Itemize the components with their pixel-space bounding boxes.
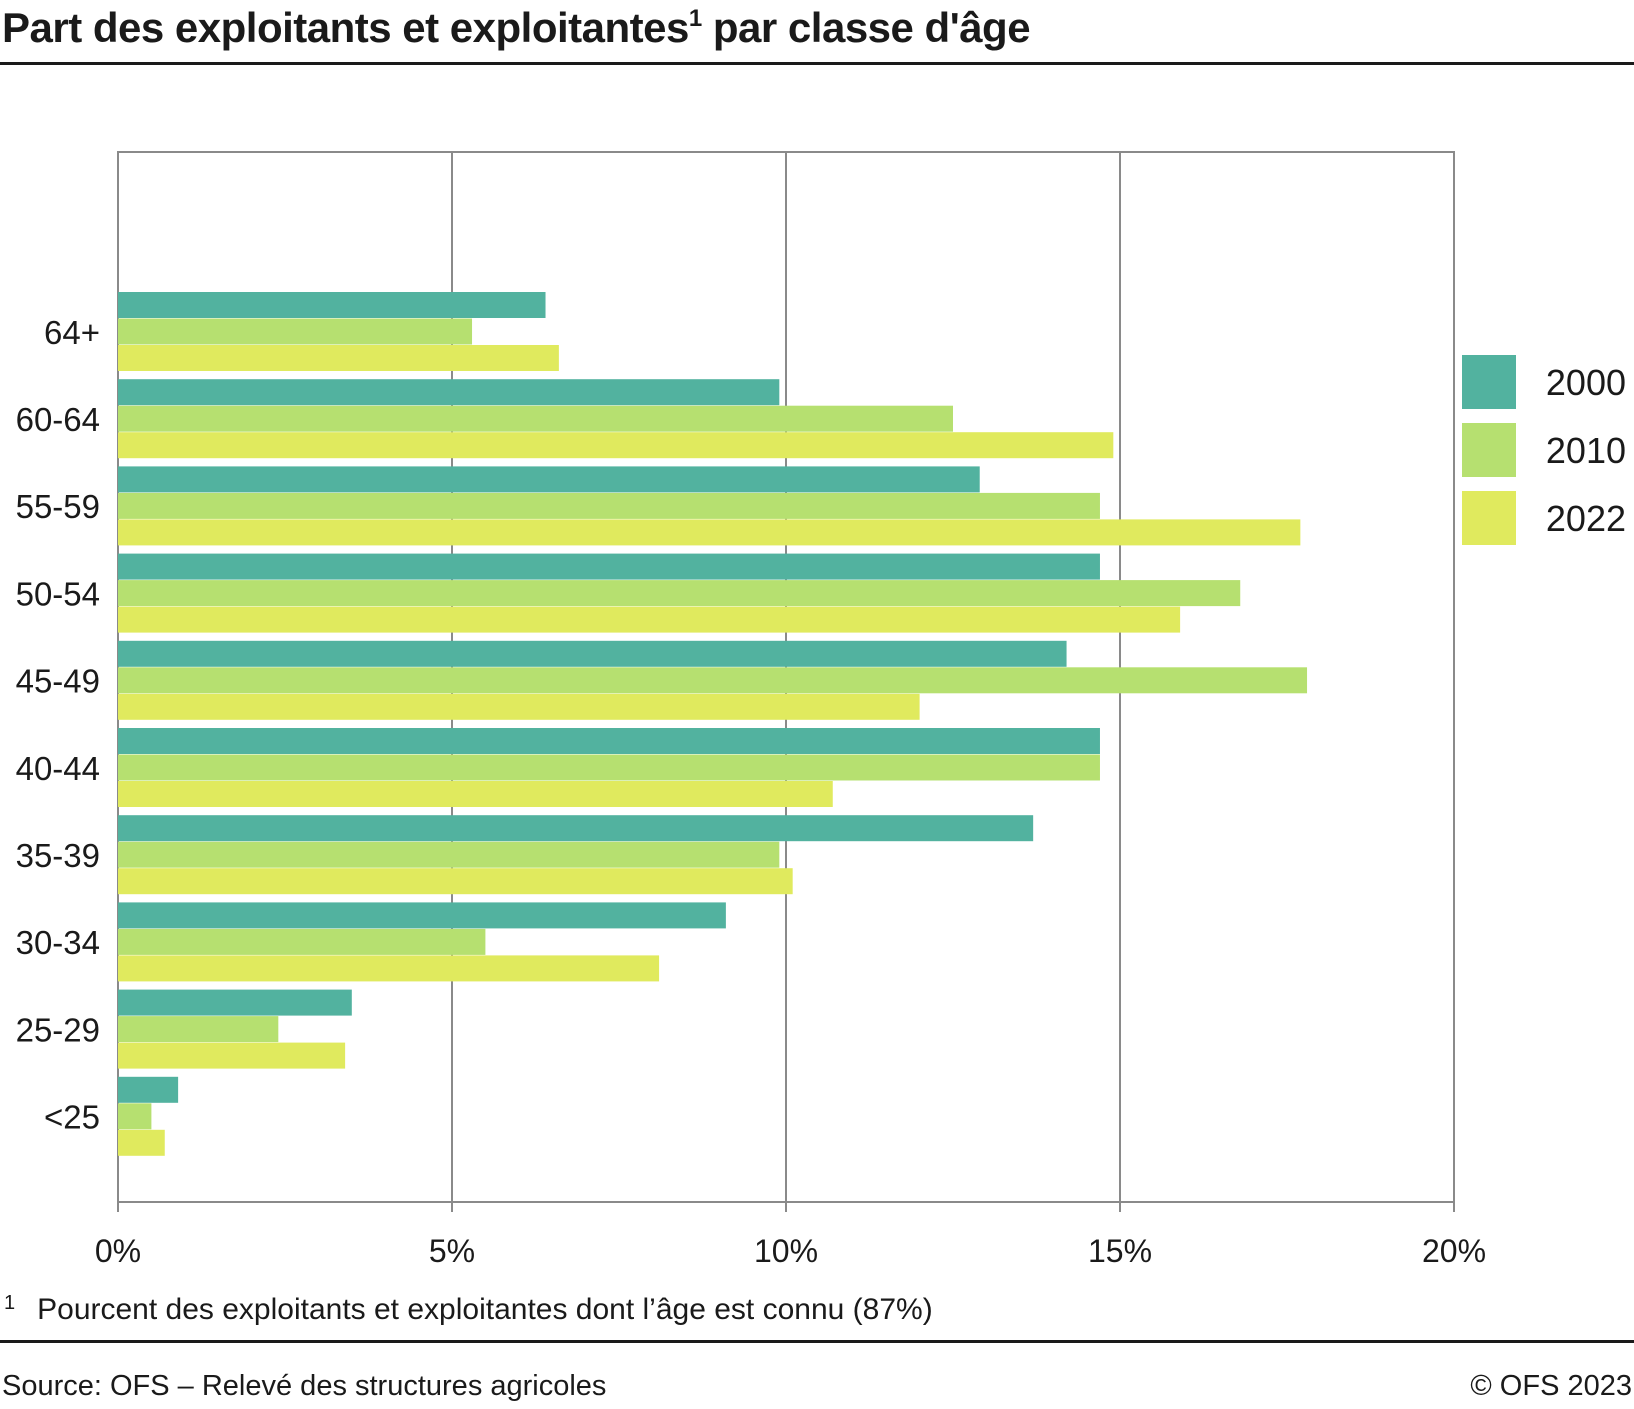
category-label: 60-64	[16, 401, 100, 438]
x-tick-label: 5%	[429, 1233, 475, 1269]
bar-2000-6	[118, 815, 1034, 842]
bar-2022-6	[118, 868, 793, 895]
bar-2010-0	[118, 318, 473, 345]
footnote-mark: 1	[4, 1292, 16, 1314]
bars	[118, 292, 1308, 1156]
legend-swatch-2022	[1462, 491, 1516, 545]
legend-label-2010: 2010	[1546, 430, 1626, 471]
bar-2010-3	[118, 580, 1241, 607]
legend: 2000 2010 2022	[1462, 355, 1626, 545]
bar-2010-4	[118, 667, 1308, 694]
bar-2022-8	[118, 1042, 346, 1069]
footnote: 1 Pourcent des exploitants et exploitante…	[4, 1292, 933, 1327]
bar-2022-4	[118, 693, 920, 720]
x-tick-label: 15%	[1088, 1233, 1152, 1269]
bar-2010-6	[118, 841, 780, 868]
bar-chart: 64+ 60-64 55-59 50-54 45-49 40-44 35-39 30-34 25…	[16, 151, 1626, 1269]
source-text: Source: OFS – Relevé des structures agri…	[2, 1370, 607, 1402]
bar-2000-9	[118, 1076, 179, 1103]
legend-label-2022: 2022	[1546, 498, 1626, 539]
bar-2000-8	[118, 989, 352, 1016]
category-labels: 64+ 60-64 55-59 50-54 45-49 40-44 35-39 30-34 25…	[16, 314, 100, 1136]
bar-2000-2	[118, 466, 980, 493]
bar-2000-4	[118, 640, 1067, 667]
bar-2010-9	[118, 1103, 152, 1130]
footer-rule	[0, 1340, 1634, 1343]
bar-2022-7	[118, 955, 660, 982]
bar-2010-1	[118, 405, 953, 432]
title-footnote-mark: 1	[688, 5, 702, 32]
category-label: 25-29	[16, 1011, 100, 1048]
category-label: <25	[44, 1099, 100, 1136]
footnote-text: Pourcent des exploitants et exploitantes…	[37, 1293, 933, 1326]
category-label: 30-34	[16, 924, 100, 961]
category-label: 45-49	[16, 663, 100, 700]
bar-2022-5	[118, 781, 833, 807]
bar-2022-9	[118, 1129, 165, 1156]
x-tick-labels: 0% 5% 10% 15% 20%	[95, 1233, 1486, 1269]
bar-2010-5	[118, 754, 1100, 781]
category-label: 64+	[44, 314, 100, 351]
legend-swatch-2000	[1462, 355, 1516, 409]
bar-2010-2	[118, 492, 1100, 519]
bar-2000-1	[118, 379, 780, 406]
bar-2022-0	[118, 345, 559, 371]
x-tick-label: 0%	[95, 1233, 141, 1269]
bar-2000-3	[118, 553, 1100, 580]
bar-2022-3	[118, 606, 1181, 633]
category-label: 40-44	[16, 750, 100, 787]
category-label: 50-54	[16, 575, 100, 612]
legend-swatch-2010	[1462, 423, 1516, 477]
chart-title-suffix: par classe d'âge	[701, 4, 1031, 51]
chart-title-text: Part des exploitants et exploitantes	[2, 4, 689, 51]
bar-2022-1	[118, 432, 1114, 459]
chart-title: Part des exploitants et exploitantes1 pa…	[2, 4, 1031, 52]
category-label: 35-39	[16, 837, 100, 874]
bar-2000-0	[118, 292, 546, 318]
bar-2010-7	[118, 928, 486, 955]
title-rule	[0, 62, 1634, 65]
bar-2022-2	[118, 519, 1301, 546]
x-tick-label: 20%	[1422, 1233, 1486, 1269]
category-label: 55-59	[16, 488, 100, 525]
bar-2000-5	[118, 728, 1100, 754]
bar-2000-7	[118, 902, 726, 929]
legend-label-2000: 2000	[1546, 362, 1626, 403]
copyright-text: © OFS 2023	[1470, 1370, 1632, 1402]
x-tick-label: 10%	[754, 1233, 818, 1269]
bar-2010-8	[118, 1016, 279, 1043]
